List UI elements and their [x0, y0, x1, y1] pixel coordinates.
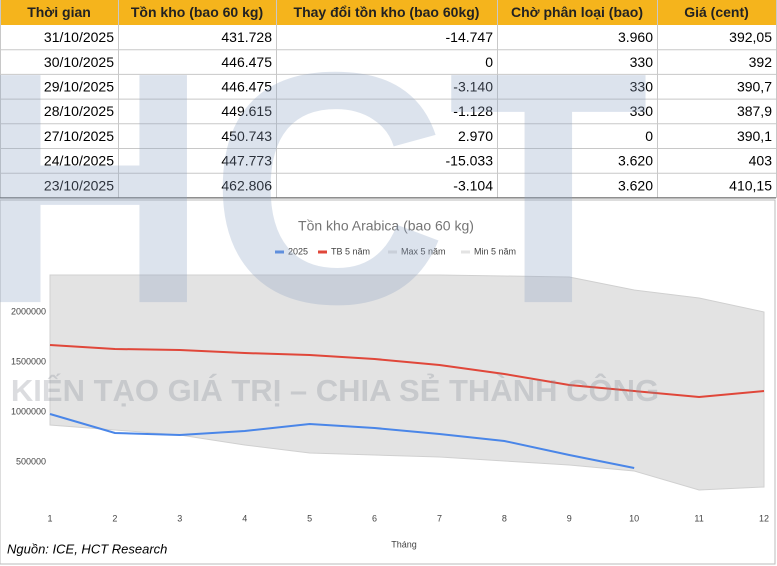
chart-title: Tồn kho Arabica (bao 60 kg) [298, 218, 474, 234]
legend-label: Min 5 năm [474, 246, 516, 256]
table-cell: -1.128 [453, 103, 493, 119]
table-cell: 24/10/2025 [44, 153, 114, 169]
table-cell: 390,7 [737, 78, 772, 94]
table-cell: 2.970 [458, 128, 493, 144]
series-line [49, 413, 635, 469]
y-tick-label: 500000 [16, 456, 46, 466]
x-tick-label: 8 [502, 513, 507, 523]
table-cell: -3.140 [453, 78, 493, 94]
table-cell: 330 [630, 78, 654, 94]
legend-label: Max 5 năm [401, 246, 446, 256]
x-tick-label: 12 [759, 513, 769, 523]
x-tick-label: 10 [629, 513, 639, 523]
table-cell: 446.475 [221, 54, 272, 70]
y-tick-label: 2000000 [11, 306, 46, 316]
table-cell: 330 [630, 103, 654, 119]
table-cell: 330 [630, 54, 654, 70]
x-tick-label: 9 [567, 513, 572, 523]
source-note: Nguồn: ICE, HCT Research [7, 541, 167, 556]
table-cell: -14.747 [446, 29, 494, 45]
table-cell: 3.620 [618, 177, 653, 193]
y-tick-label: 1500000 [11, 356, 46, 366]
table-cell: -15.033 [446, 153, 494, 169]
series-line [49, 344, 765, 399]
x-tick-label: 2 [112, 513, 117, 523]
table-cell: -3.104 [453, 177, 493, 193]
table-cell: 387,9 [737, 103, 772, 119]
x-tick-label: 1 [47, 513, 52, 523]
x-tick-label: 5 [307, 513, 312, 523]
table-cell: 390,1 [737, 128, 772, 144]
table-cell: 3.620 [618, 153, 653, 169]
table-cell: 28/10/2025 [44, 103, 114, 119]
table-header-cell: Tồn kho (bao 60 kg) [131, 4, 263, 20]
table-cell: 462.806 [221, 177, 272, 193]
table-cell: 403 [749, 153, 773, 169]
table-cell: 447.773 [221, 153, 272, 169]
table-header-cell: Thời gian [27, 4, 91, 20]
table-header-cell: Giá (cent) [684, 4, 749, 20]
table-cell: 29/10/2025 [44, 78, 114, 94]
table-cell: 0 [645, 128, 653, 144]
x-tick-label: 4 [242, 513, 247, 523]
legend-label: TB 5 năm [331, 246, 370, 256]
table-cell: 0 [485, 54, 493, 70]
table-cell: 449.615 [221, 103, 272, 119]
table-header-cell: Chờ phân loại (bao) [511, 4, 643, 20]
x-tick-label: 11 [694, 513, 703, 523]
table-cell: 450.743 [221, 128, 272, 144]
table-header-cell: Thay đổi tồn kho (bao 60kg) [294, 4, 480, 20]
table-cell: 410,15 [729, 177, 772, 193]
legend-label: 2025 [288, 246, 308, 256]
table-cell: 392 [749, 54, 773, 70]
table-cell: 446.475 [221, 78, 272, 94]
table-cell: 3.960 [618, 29, 653, 45]
table-header-bg [0, 0, 776, 25]
x-axis-label: Tháng [391, 539, 417, 549]
range-area [49, 274, 765, 491]
table-cell: 31/10/2025 [44, 29, 114, 45]
x-tick-label: 6 [372, 513, 377, 523]
table-cell: 27/10/2025 [44, 128, 114, 144]
table-cell: 431.728 [221, 29, 272, 45]
y-tick-label: 1000000 [11, 406, 46, 416]
table-cell: 30/10/2025 [44, 54, 114, 70]
table-cell: 23/10/2025 [44, 177, 114, 193]
table-cell: 392,05 [729, 29, 772, 45]
x-tick-label: 7 [437, 513, 442, 523]
x-tick-label: 3 [177, 513, 182, 523]
